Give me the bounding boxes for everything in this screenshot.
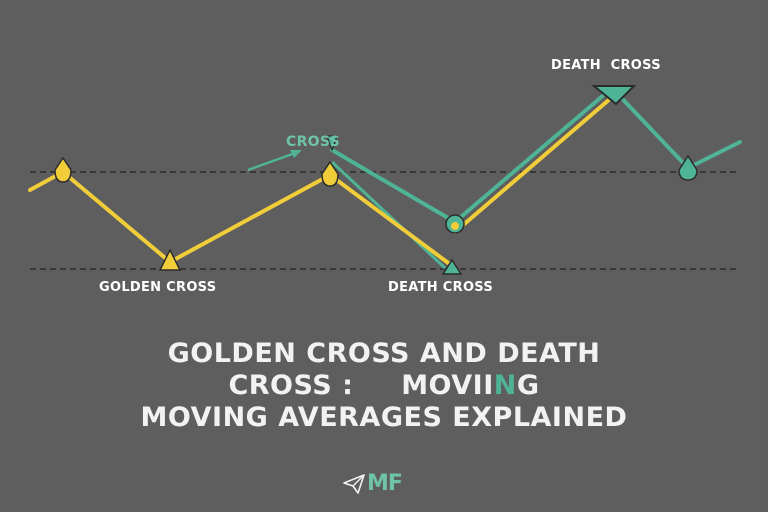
title-line-3: MOVING AVERAGES EXPLAINED <box>140 402 628 433</box>
title-line-2-part-b: MOVII <box>401 370 494 401</box>
paper-plane-icon <box>343 473 365 494</box>
title-line-2-part-c: G <box>516 370 540 401</box>
brand-logo: MF <box>343 471 403 496</box>
logo-text: MF <box>367 471 403 496</box>
marker-death-cross-top <box>591 85 637 106</box>
golden-cross-label: GOLDEN CROSS <box>99 280 217 295</box>
teal-arrowhead-icon <box>290 150 302 158</box>
death-cross-top-label: DEATH CROSS <box>551 58 661 73</box>
yellow-rising-line <box>453 90 620 234</box>
marker-teal-right <box>678 154 698 181</box>
marker-teal-cross <box>326 135 338 152</box>
marker-green-circle-inner <box>451 222 459 230</box>
teal-arrow-shaft <box>247 150 299 172</box>
title-line-2: CROSS : MOVIING <box>0 370 768 402</box>
title-line-2-part-a: CROSS : <box>228 370 354 401</box>
teal-moving-average-line <box>330 86 742 224</box>
page-title: GOLDEN CROSS AND DEATH CROSS : MOVIING M… <box>0 338 768 434</box>
title-line-1: GOLDEN CROSS AND DEATH <box>167 338 601 369</box>
death-cross-lower-label: DEATH CROSS <box>388 280 494 295</box>
marker-death-cross-lower <box>441 258 463 275</box>
cross-small-label: CROSS <box>286 134 340 150</box>
title-line-2-accent: N <box>493 370 517 401</box>
marker-yellow-mid <box>321 160 339 187</box>
marker-golden-cross <box>158 248 182 271</box>
teal-segment-low <box>330 160 447 270</box>
marker-yellow-left <box>54 156 72 183</box>
